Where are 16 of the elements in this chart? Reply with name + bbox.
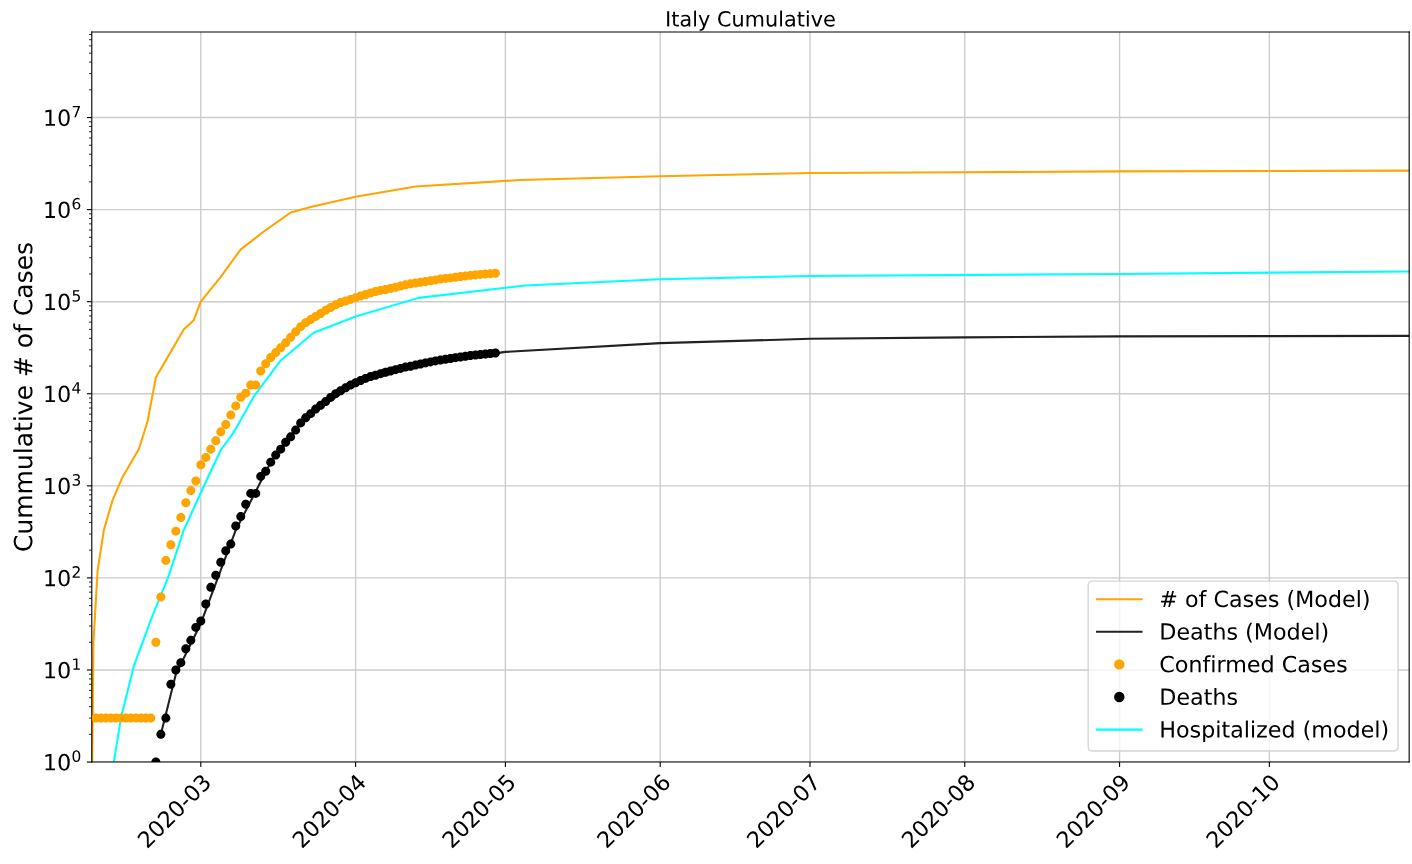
line-series xyxy=(112,270,1410,763)
y-tick-label: 10$^{3}$ xyxy=(45,474,81,495)
legend-label: Deaths xyxy=(1161,687,1237,706)
chart-title: Italy Cumulative xyxy=(667,10,835,31)
y-tick-label: 10$^{1}$ xyxy=(45,658,80,679)
y-axis-title: Cummulative # of Cases xyxy=(13,243,33,551)
y-tick-label: 10$^{4}$ xyxy=(45,382,81,403)
y-tick-label: 10$^{0}$ xyxy=(45,750,81,771)
legend-label: # of Cases (Model) xyxy=(1161,590,1369,610)
legend-label: Deaths (Model) xyxy=(1161,622,1328,643)
y-tick-label: 10$^{7}$ xyxy=(45,105,80,127)
legend-label: Hospitalized (model) xyxy=(1161,720,1388,743)
legend-label: Confirmed Cases xyxy=(1160,655,1347,673)
y-tick-label: 10$^{2}$ xyxy=(45,566,80,587)
y-tick-label: 10$^{6}$ xyxy=(45,197,81,219)
y-tick-label: 10$^{5}$ xyxy=(45,290,80,311)
